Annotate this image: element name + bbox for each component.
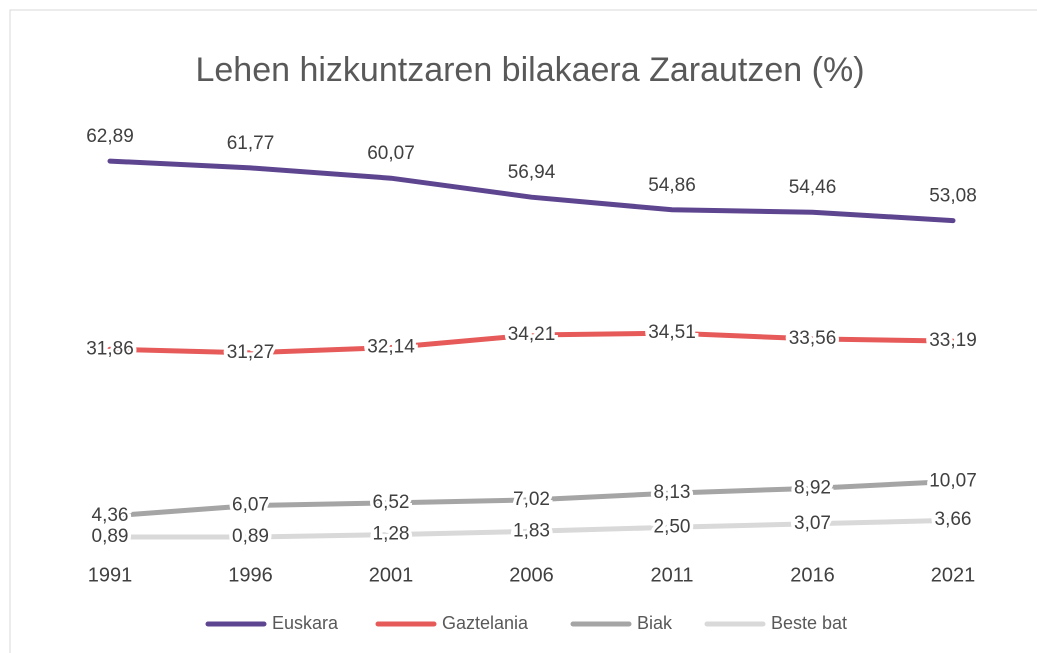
data-label: 53,08 bbox=[929, 186, 977, 207]
x-tick-label: 2016 bbox=[790, 564, 835, 586]
data-label: 7,02 bbox=[513, 489, 550, 510]
data-label: 4,36 bbox=[92, 505, 129, 526]
legend-label: Euskara bbox=[272, 613, 339, 633]
chart-border bbox=[9, 9, 1037, 653]
x-tick-label: 1991 bbox=[88, 564, 133, 586]
data-label: 3,07 bbox=[794, 513, 831, 534]
data-label: 8,92 bbox=[794, 477, 831, 498]
series-line bbox=[107, 478, 956, 519]
data-label: 3,66 bbox=[935, 509, 972, 530]
x-tick-label: 2021 bbox=[931, 564, 976, 586]
data-label: 31,86 bbox=[86, 338, 134, 359]
data-label: 34,21 bbox=[508, 324, 556, 345]
x-tick-label: 2006 bbox=[509, 564, 554, 586]
data-label: 0,89 bbox=[232, 526, 269, 547]
data-label: 10,07 bbox=[929, 470, 977, 491]
series-line bbox=[107, 330, 956, 356]
data-label: 60,07 bbox=[367, 143, 415, 164]
x-tick-label: 1996 bbox=[228, 564, 273, 586]
data-label: 62,89 bbox=[86, 126, 134, 147]
data-label: 54,86 bbox=[648, 175, 696, 196]
data-label: 32,14 bbox=[367, 337, 415, 358]
data-label: 54,46 bbox=[789, 177, 837, 198]
data-label: 1,28 bbox=[373, 524, 410, 545]
x-tick-label: 2011 bbox=[650, 564, 693, 586]
chart-title: Lehen hizkuntzaren bilakaera Zarautzen (… bbox=[195, 51, 864, 89]
legend-label: Beste bat bbox=[771, 613, 847, 633]
data-label: 56,94 bbox=[508, 162, 556, 183]
data-label: 33,19 bbox=[929, 330, 977, 351]
x-tick-label: 2001 bbox=[369, 564, 414, 586]
data-label: 33,56 bbox=[789, 328, 837, 349]
series-line bbox=[107, 158, 956, 224]
data-label: 8,13 bbox=[654, 482, 691, 503]
data-label: 0,89 bbox=[92, 526, 129, 547]
legend-label: Gaztelania bbox=[442, 613, 529, 633]
data-label: 1,83 bbox=[513, 520, 550, 541]
data-label: 61,77 bbox=[227, 133, 275, 154]
data-label: 2,50 bbox=[654, 516, 691, 537]
data-label: 31,27 bbox=[227, 342, 275, 363]
data-label: 34,51 bbox=[648, 322, 696, 343]
legend-label: Biak bbox=[637, 613, 673, 633]
data-label: 6,07 bbox=[232, 495, 269, 516]
series-line bbox=[107, 517, 956, 540]
data-label: 6,52 bbox=[373, 492, 410, 513]
